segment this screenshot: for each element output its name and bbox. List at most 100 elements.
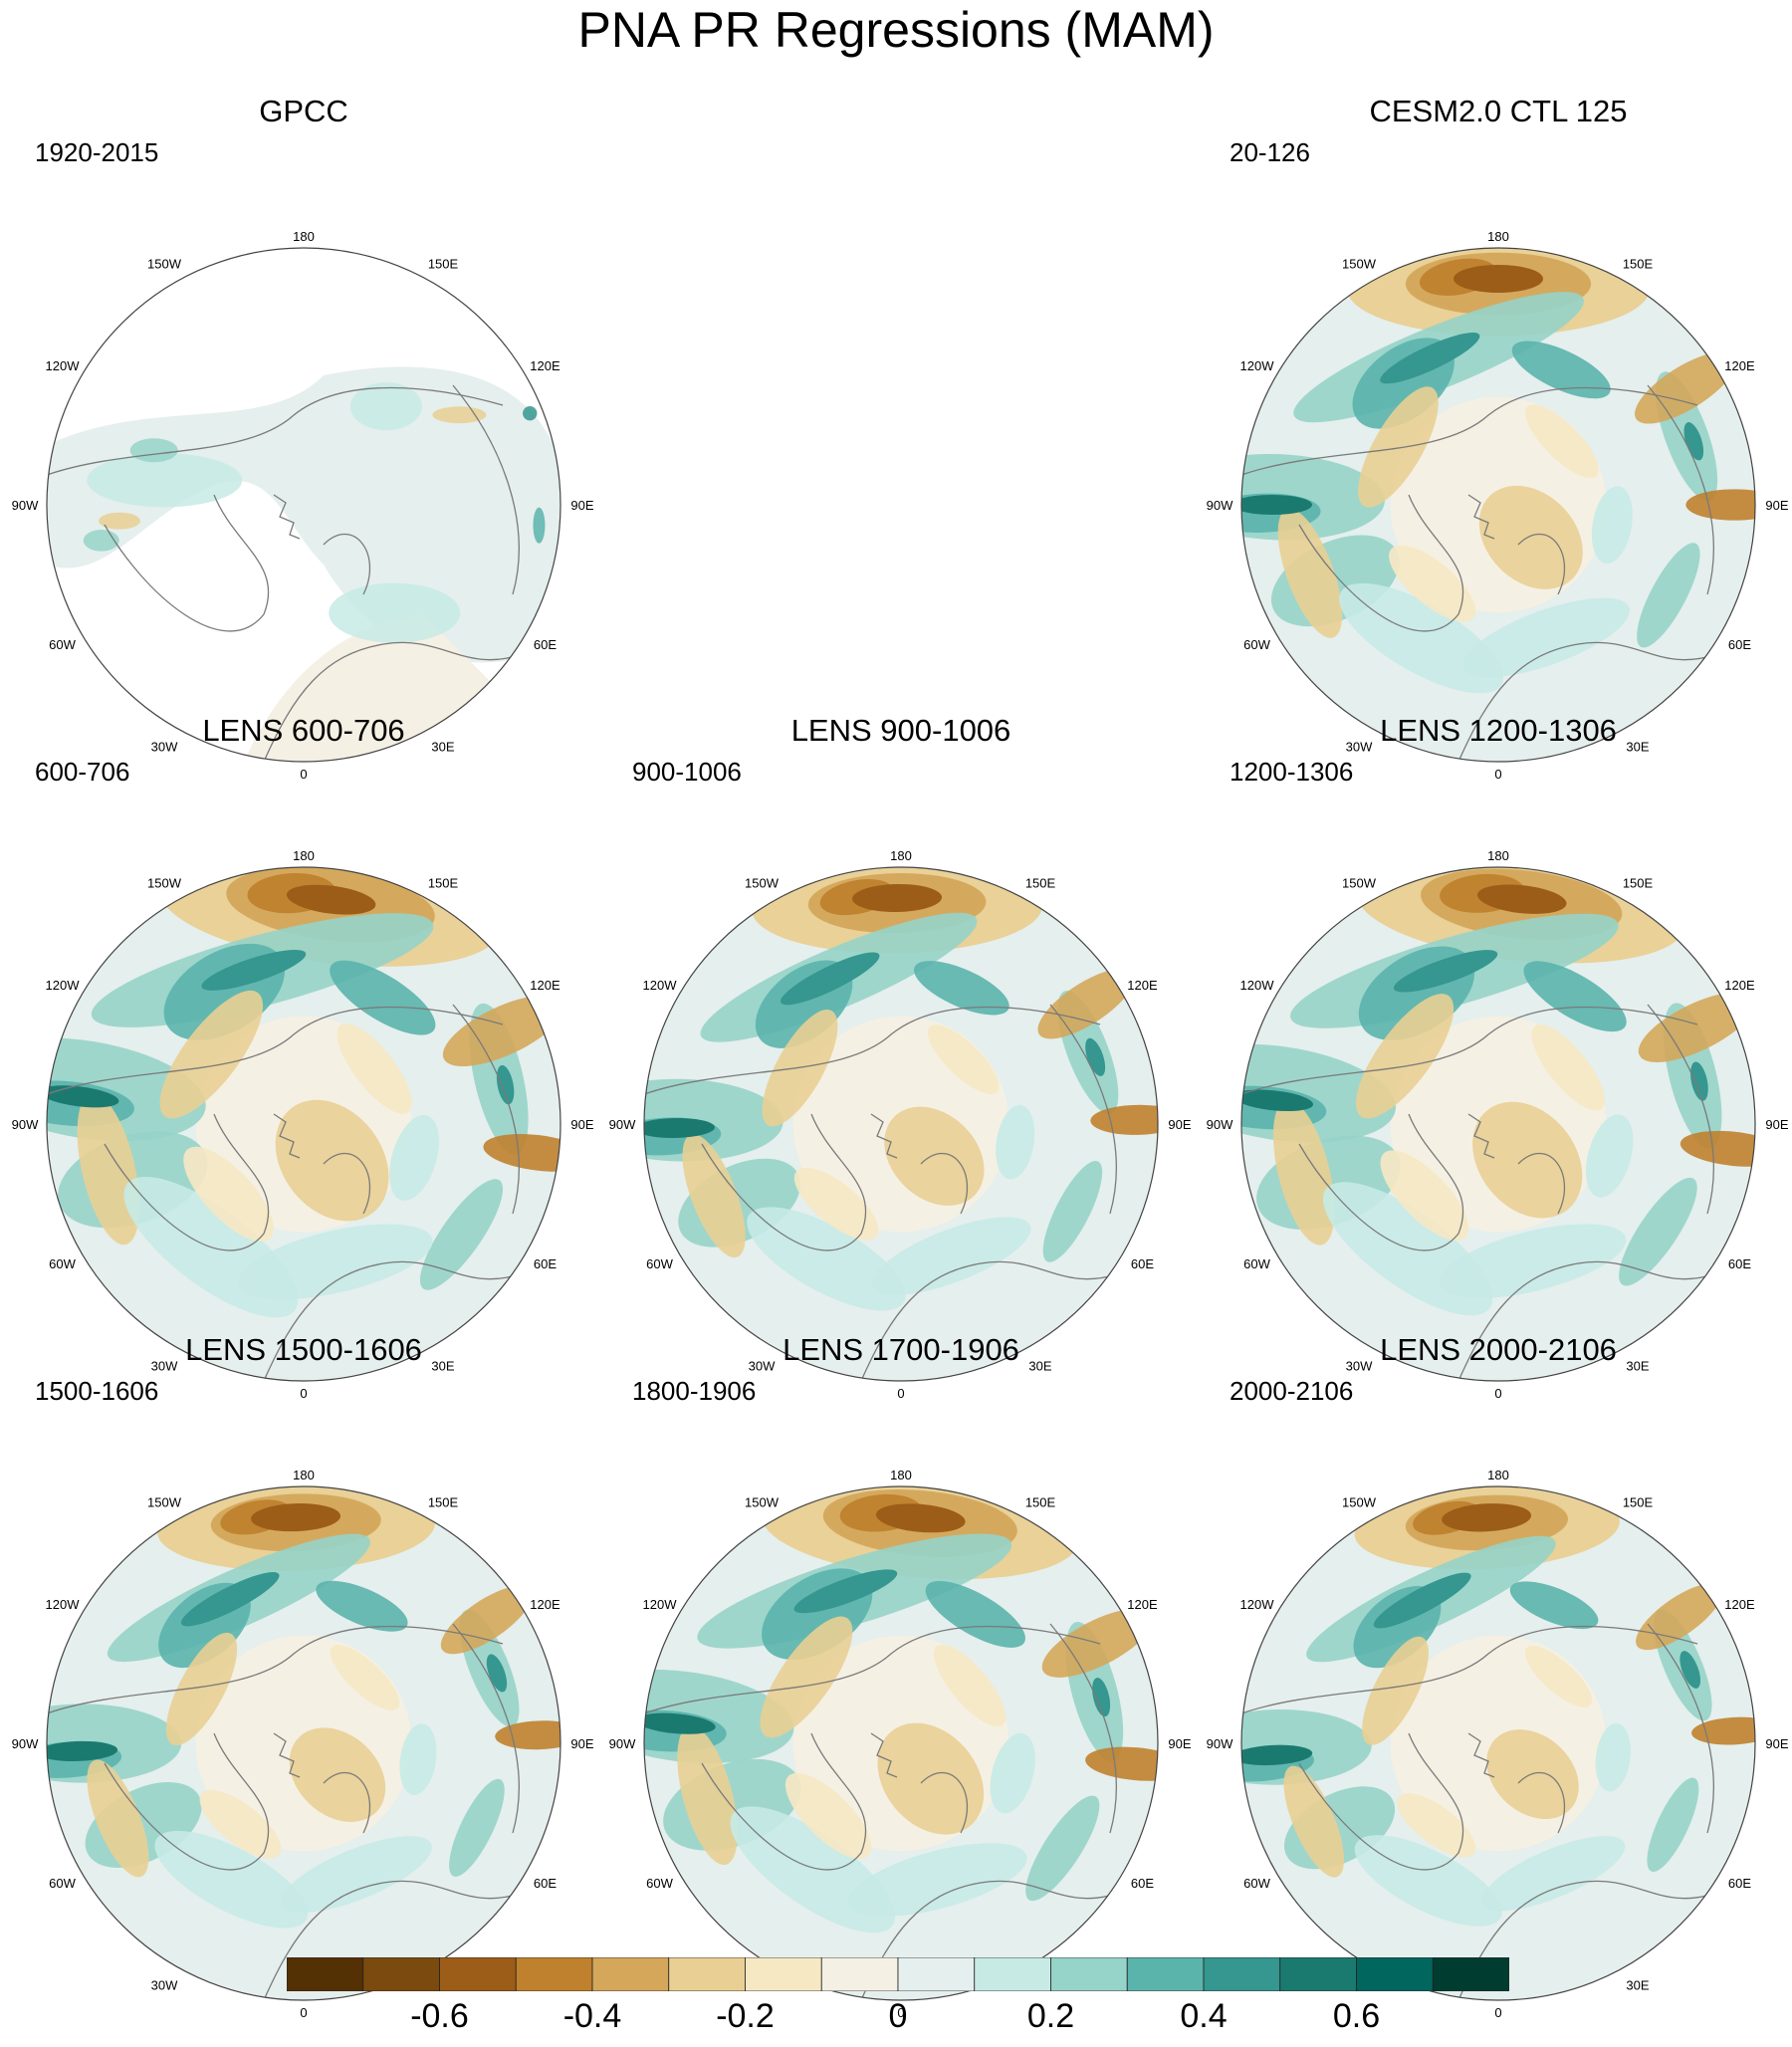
coastlines: [47, 1004, 524, 1381]
longitude-label: 90W: [609, 1736, 636, 1751]
panel-subtitle: 1200-1306: [1230, 757, 1354, 787]
longitude-label: 60W: [1243, 637, 1270, 652]
longitude-label: 0: [300, 767, 307, 782]
longitude-label: 90E: [570, 1736, 593, 1751]
longitude-label: 0: [1494, 1386, 1501, 1401]
panel-subtitle: 1500-1606: [35, 1376, 159, 1406]
longitude-label: 60W: [646, 1876, 673, 1891]
colorbar-swatch: [1050, 1957, 1128, 1991]
longitude-label: 120W: [46, 358, 81, 373]
panel-title: LENS 600-706: [202, 713, 405, 748]
longitude-label: 60W: [646, 1256, 673, 1271]
longitude-label: 90E: [1168, 1736, 1191, 1751]
map-panel-lens-1700: 180 150E 120E 90E 60E 30E 0 30W 60W 90W 120W 150W L…: [607, 1330, 1195, 2020]
panel-title: LENS 900-1006: [790, 713, 1011, 748]
longitude-label: 30E: [1028, 1358, 1051, 1373]
map-boundary: [1240, 247, 1756, 763]
colorbar-tick: 0: [888, 1997, 908, 2035]
colorbar-swatch: [591, 1957, 670, 1991]
map-boundary: [1240, 866, 1756, 1382]
longitude-label: 120E: [1724, 1597, 1755, 1612]
colorbar-tick: -0.6: [410, 1997, 469, 2035]
longitude-label: 120E: [1724, 978, 1755, 993]
panel-subtitle: 2000-2106: [1230, 1376, 1354, 1406]
longitude-label: 30W: [1346, 739, 1373, 754]
map-panel-lens-1500: 180 150E 120E 90E 60E 30E 0 30W 60W 90W 120W 150W L…: [10, 1330, 597, 2020]
longitude-label: 60W: [49, 1876, 76, 1891]
longitude-label: 30W: [151, 739, 178, 754]
colorbar-swatch: [1279, 1957, 1357, 1991]
longitude-label: 150E: [1025, 1495, 1056, 1510]
longitude-label: 150E: [428, 257, 459, 272]
map-boundary: [643, 1485, 1159, 2001]
longitude-label: 90E: [570, 498, 593, 513]
longitude-label: 150W: [745, 1495, 780, 1510]
longitude-label: 180: [293, 1468, 315, 1482]
longitude-label: 0: [300, 1386, 307, 1401]
longitude-label: 120W: [46, 978, 81, 993]
longitude-label: 120W: [46, 1597, 81, 1612]
longitude-label: 150W: [1342, 876, 1377, 891]
map-panel-lens-1200: 180 150E 120E 90E 60E 30E 0 30W 60W 90W 120W 150W L…: [1205, 711, 1792, 1401]
longitude-label: 90W: [1207, 498, 1233, 513]
longitude-label: 60E: [1728, 637, 1751, 652]
map-panel-gpcc: 180 150E 120E 90E 60E 30E 0 30W 60W 90W 120W 150W G…: [10, 92, 597, 782]
longitude-label: 180: [1487, 229, 1509, 244]
longitude-label: 60E: [534, 637, 557, 652]
longitude-label: 30W: [151, 1977, 178, 1992]
longitude-label: 120W: [643, 978, 678, 993]
colorbar-swatch: [745, 1957, 822, 1991]
figure-title: PNA PR Regressions (MAM): [577, 2, 1215, 58]
colorbar-swatch: [974, 1957, 1051, 1991]
longitude-label: 180: [890, 1468, 912, 1482]
longitude-label: 90E: [1765, 1117, 1788, 1132]
longitude-label: 120E: [530, 358, 560, 373]
longitude-label: 0: [1494, 767, 1501, 782]
longitude-label: 60E: [1728, 1876, 1751, 1891]
longitude-label: 30W: [151, 1358, 178, 1373]
longitude-label: 90W: [609, 1117, 636, 1132]
longitude-label: 60E: [534, 1876, 557, 1891]
longitude-label: 90E: [570, 1117, 593, 1132]
colorbar-tick: 0.2: [1026, 1997, 1075, 2035]
panel-title: LENS 1700-1906: [783, 1332, 1019, 1367]
longitude-label: 150W: [147, 257, 182, 272]
longitude-label: 30W: [749, 1358, 776, 1373]
longitude-label: 180: [293, 848, 315, 863]
panel-subtitle: 1800-1906: [632, 1376, 757, 1406]
longitude-label: 180: [890, 848, 912, 863]
longitude-label: 150E: [1623, 1495, 1654, 1510]
panel-title: LENS 2000-2106: [1380, 1332, 1617, 1367]
longitude-label: 150E: [428, 876, 459, 891]
longitude-label: 0: [897, 1386, 904, 1401]
longitude-label: 150E: [1623, 876, 1654, 891]
colorbar-swatch: [515, 1957, 593, 1991]
map-boundary: [46, 866, 561, 1382]
longitude-label: 30W: [1346, 1358, 1373, 1373]
longitude-label: 150W: [745, 876, 780, 891]
colorbar-swatch: [897, 1957, 976, 1991]
longitude-label: 30E: [431, 739, 454, 754]
colorbar-tick: 0.4: [1180, 1997, 1228, 2035]
longitude-label: 120E: [1127, 978, 1158, 993]
longitude-label: 150E: [428, 1495, 459, 1510]
longitude-label: 60W: [49, 1256, 76, 1271]
longitude-label: 150W: [147, 876, 182, 891]
panel-title: CESM2.0 CTL 125: [1369, 94, 1628, 128]
longitude-label: 90W: [12, 498, 39, 513]
longitude-label: 90W: [12, 1117, 39, 1132]
map-panel-lens-600: 180 150E 120E 90E 60E 30E 0 30W 60W 90W 120W 150W L…: [10, 711, 597, 1401]
panel-subtitle: 20-126: [1230, 137, 1310, 167]
map-boundary: [1240, 1485, 1756, 2001]
colorbar-swatch: [362, 1957, 440, 1991]
colorbar-swatch: [1432, 1957, 1509, 1991]
longitude-label: 60E: [534, 1256, 557, 1271]
panel-title: LENS 1200-1306: [1380, 713, 1617, 748]
colorbar-tick: -0.2: [716, 1997, 775, 2035]
panel-title: GPCC: [259, 94, 348, 128]
map-boundary: [643, 866, 1159, 1382]
